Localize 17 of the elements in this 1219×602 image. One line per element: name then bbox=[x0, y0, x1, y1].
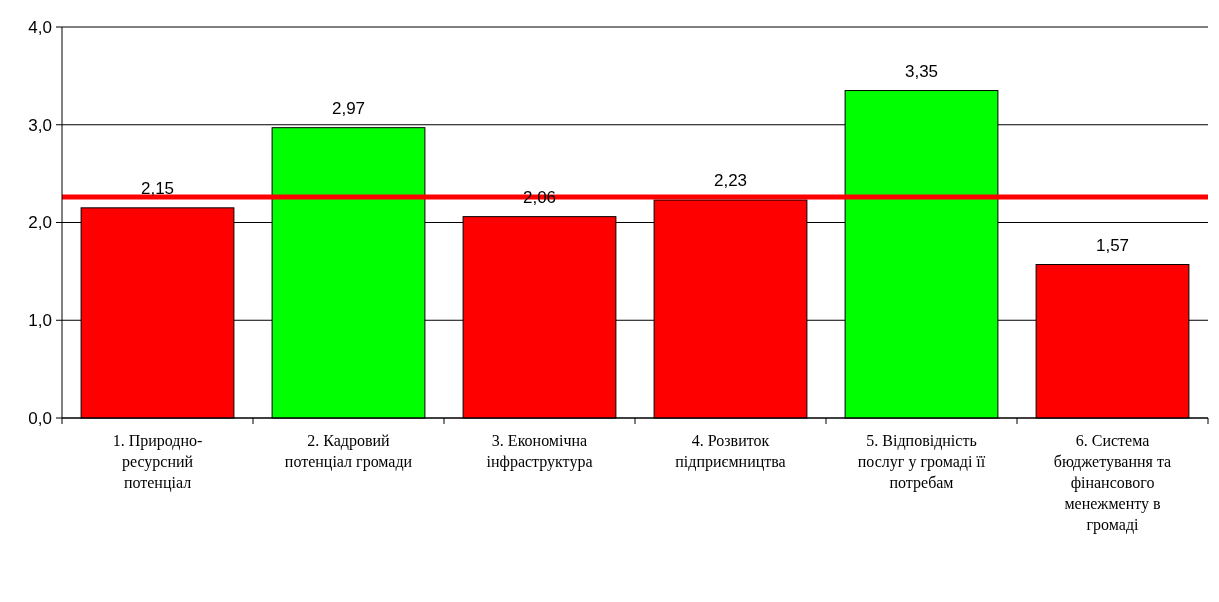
x-tick-label: 4. Розвиток підприємництва bbox=[675, 432, 786, 471]
data-label: 3,35 bbox=[904, 61, 939, 81]
y-tick-label: 0,0 bbox=[28, 408, 52, 428]
data-label: 2,97 bbox=[331, 98, 366, 118]
y-tick-label: 3,0 bbox=[28, 115, 52, 135]
data-label: 2,15 bbox=[140, 178, 175, 198]
x-tick-label: 1. Природно-ресурсний потенціал bbox=[112, 432, 203, 492]
data-label: 2,23 bbox=[713, 171, 748, 191]
data-label: 2,06 bbox=[522, 187, 557, 207]
data-label: 1,57 bbox=[1095, 235, 1130, 255]
x-tick-label: 3. Економічна інфраструктура bbox=[486, 432, 593, 471]
x-tick-label: 2. Кадровий потенціал громади bbox=[284, 432, 413, 471]
y-tick-label: 2,0 bbox=[28, 213, 52, 233]
x-tick-label: 5. Відповідність послуг у громаді її потребам bbox=[857, 432, 986, 492]
y-tick-label: 4,0 bbox=[28, 17, 52, 37]
x-tick-label: 6. Система бюджетування та фінансового менежменту в громаді bbox=[1053, 432, 1172, 534]
y-tick-label: 1,0 bbox=[28, 311, 52, 331]
